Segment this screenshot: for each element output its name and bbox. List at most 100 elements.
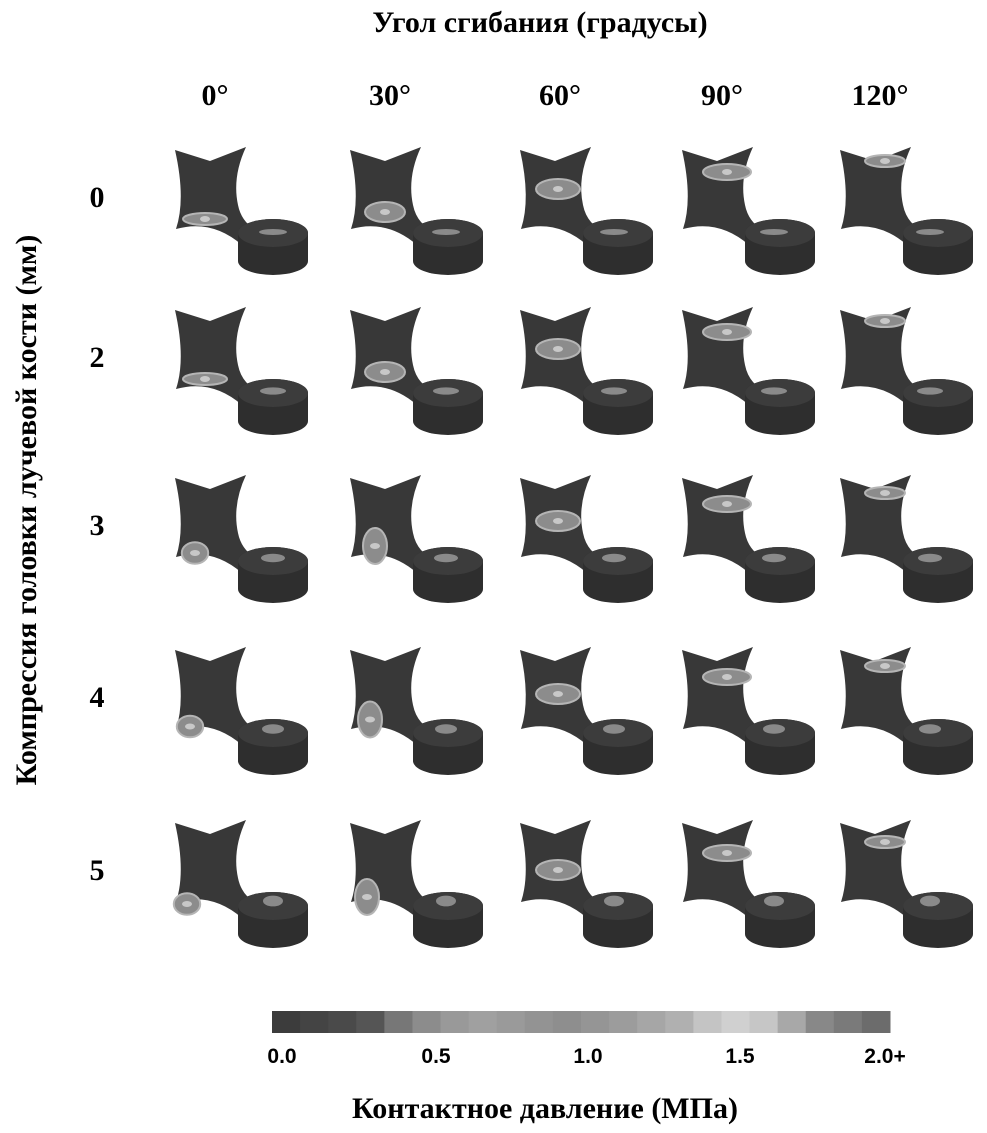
contact-core [365,717,375,723]
radial-head-patch [917,387,943,394]
contact-core [553,691,563,697]
y-axis-label: Компрессия головки лучевой кости (мм) [10,235,43,786]
model-cell [840,475,973,603]
colorbar-segment [581,1011,610,1033]
colorbar-segment [806,1011,835,1033]
model-cell [520,820,653,948]
contact-core [880,158,890,164]
contact-core [880,839,890,845]
radial-head-patch [600,229,628,235]
model-cell [520,147,653,275]
radial-head-patch [763,724,785,734]
colorbar-segment [412,1011,441,1033]
model-cell [350,647,483,775]
model-cell [175,475,308,603]
colorbar-tick-label: 1.5 [725,1045,755,1068]
column-label: 0° [202,79,229,112]
colorbar: 0.00.51.01.52.0+ [267,1011,905,1068]
colorbar-segment [356,1011,385,1033]
model-cell [175,307,308,435]
radial-head [238,719,308,775]
radial-head-patch [435,724,457,734]
row-label: 5 [90,854,105,887]
radial-head [745,219,815,275]
radial-head-top [903,892,973,920]
contact-core [190,550,200,556]
contact-core [380,209,390,215]
column-label: 30° [369,79,411,112]
radial-head [903,379,973,435]
radial-head [583,719,653,775]
colorbar-segment [665,1011,694,1033]
contact-core [880,318,890,324]
model-cell [840,647,973,775]
radial-head [238,379,308,435]
model-cell [520,307,653,435]
model-cell [350,147,483,275]
row-label: 3 [90,509,105,542]
radial-head-patch [916,229,944,235]
contact-core [722,674,732,680]
radial-head [745,719,815,775]
colorbar-segment [834,1011,863,1033]
radial-head [903,719,973,775]
colorbar-segment [525,1011,554,1033]
model-cell [840,147,973,275]
radial-head-patch [262,724,284,734]
contact-core [362,894,372,900]
column-label: 60° [539,79,581,112]
colorbar-tick-label: 0.0 [267,1045,296,1068]
contact-core [722,169,732,175]
contact-core [553,867,563,873]
colorbar-segment [609,1011,638,1033]
radial-head-patch [259,229,287,235]
contact-core [200,376,210,382]
colorbar-tick-label: 2.0+ [864,1045,905,1068]
radial-head [903,892,973,948]
contact-core [553,186,563,192]
colorbar-segment [862,1011,891,1033]
colorbar-segment [384,1011,413,1033]
radial-head [745,547,815,603]
radial-head [238,219,308,275]
colorbar-segment [553,1011,582,1033]
model-cell [682,647,815,775]
contact-core [553,518,563,524]
contact-core [722,329,732,335]
contact-core [380,369,390,375]
colorbar-segment [300,1011,329,1033]
colorbar-title: Контактное давление (МПа) [352,1092,738,1125]
contact-core [200,216,210,222]
row-label: 2 [90,341,105,374]
colorbar-segment [441,1011,470,1033]
radial-head [903,547,973,603]
colorbar-segment [469,1011,498,1033]
radial-head-top [745,892,815,920]
contact-core [553,346,563,352]
contact-core [370,543,380,549]
colorbar-segment [750,1011,779,1033]
row-label: 4 [90,681,105,714]
radial-head-patch [764,896,784,907]
contact-core [880,663,890,669]
radial-head [413,219,483,275]
radial-head-patch [603,724,625,734]
radial-head-patch [604,896,624,907]
radial-head-patch [920,896,940,907]
radial-head-patch [263,896,283,907]
model-cell [175,147,308,275]
colorbar-tick-label: 1.0 [573,1045,602,1068]
radial-head-patch [761,387,787,394]
radial-head [745,892,815,948]
radial-head-patch [602,554,626,562]
radial-head-patch [261,554,285,562]
contact-core [722,850,732,856]
radial-head [238,892,308,948]
model-cell [840,820,973,948]
column-label: 90° [701,79,743,112]
radial-head [413,547,483,603]
contact-core [880,490,890,496]
model-cell [175,647,308,775]
figure-title: Угол сгибания (градусы) [372,6,707,39]
radial-head [583,892,653,948]
